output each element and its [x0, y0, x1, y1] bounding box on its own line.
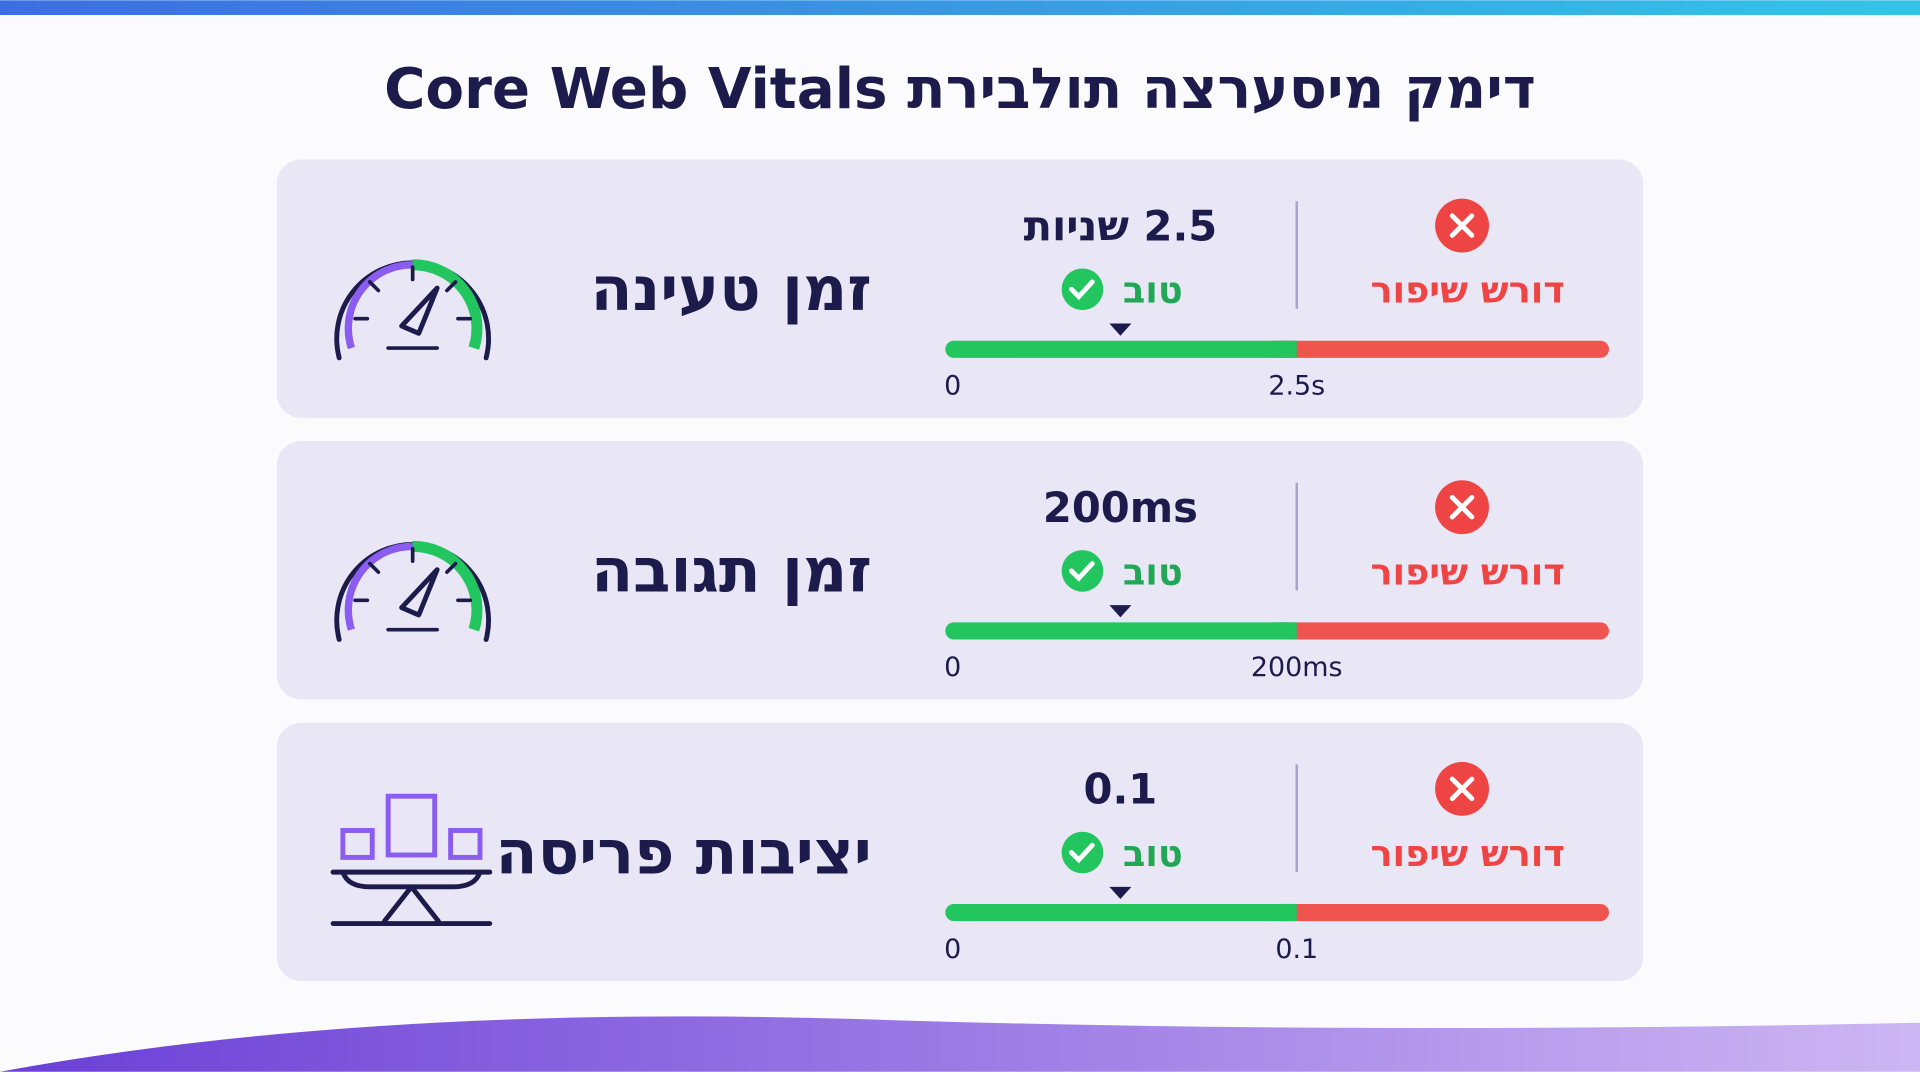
good-label: טוב — [1123, 550, 1183, 593]
scale-start: 0 — [944, 934, 961, 965]
marker — [1109, 886, 1132, 900]
bad-label: דורש שיפור — [1370, 832, 1564, 875]
marker — [1109, 605, 1132, 618]
bar-good-join — [1273, 340, 1297, 358]
bar-good — [945, 340, 1297, 358]
top-stripe — [0, 0, 1920, 15]
scale-threshold: 2.5s — [1268, 371, 1325, 402]
bar-good-join — [1273, 622, 1297, 640]
bad-label: דורש שיפור — [1370, 550, 1564, 593]
metric-value: 2.5 שניות — [1024, 201, 1218, 250]
bad-cross — [1449, 494, 1475, 520]
metric-value: 0.1 — [1084, 765, 1158, 814]
metric-value: 200ms — [1043, 483, 1198, 532]
scale-start: 0 — [944, 371, 961, 402]
bottom-wave — [0, 1016, 1920, 1072]
bar-good-join — [1273, 903, 1297, 922]
good-check — [1068, 561, 1095, 582]
scale-start: 0 — [944, 652, 961, 683]
bar-good — [945, 622, 1297, 640]
metric-card: זמן טעינה 2.5 שניות טוב דורש שיפור 0 2.5s — [276, 159, 1644, 418]
bad-cross — [1449, 213, 1475, 238]
metric-card: זמן תגובה 200ms טוב דורש שיפור 0 200ms — [276, 441, 1644, 700]
bar-good — [945, 903, 1297, 922]
scale-threshold: 0.1 — [1275, 934, 1318, 965]
metric-card: יציבות פריסה 0.1 טוב דורש שיפור 0 0.1 — [276, 722, 1644, 982]
scale-threshold: 200ms — [1251, 652, 1343, 683]
bad-cross — [1449, 776, 1475, 802]
bar-bad — [1273, 340, 1609, 358]
good-label: טוב — [1123, 269, 1183, 312]
metric-label: זמן תגובה — [591, 536, 872, 607]
good-label: טוב — [1123, 832, 1183, 875]
marker — [1109, 323, 1132, 336]
title: דימק מיסערצה תולבירת Core Web Vitals — [384, 57, 1536, 122]
bar-bad — [1273, 903, 1609, 922]
good-check — [1068, 842, 1095, 864]
metric-label: יציבות פריסה — [496, 817, 872, 888]
bad-label: דורש שיפור — [1370, 269, 1564, 312]
metric-label: זמן טעינה — [591, 254, 872, 325]
bar-bad — [1273, 622, 1609, 640]
good-check — [1068, 279, 1095, 301]
